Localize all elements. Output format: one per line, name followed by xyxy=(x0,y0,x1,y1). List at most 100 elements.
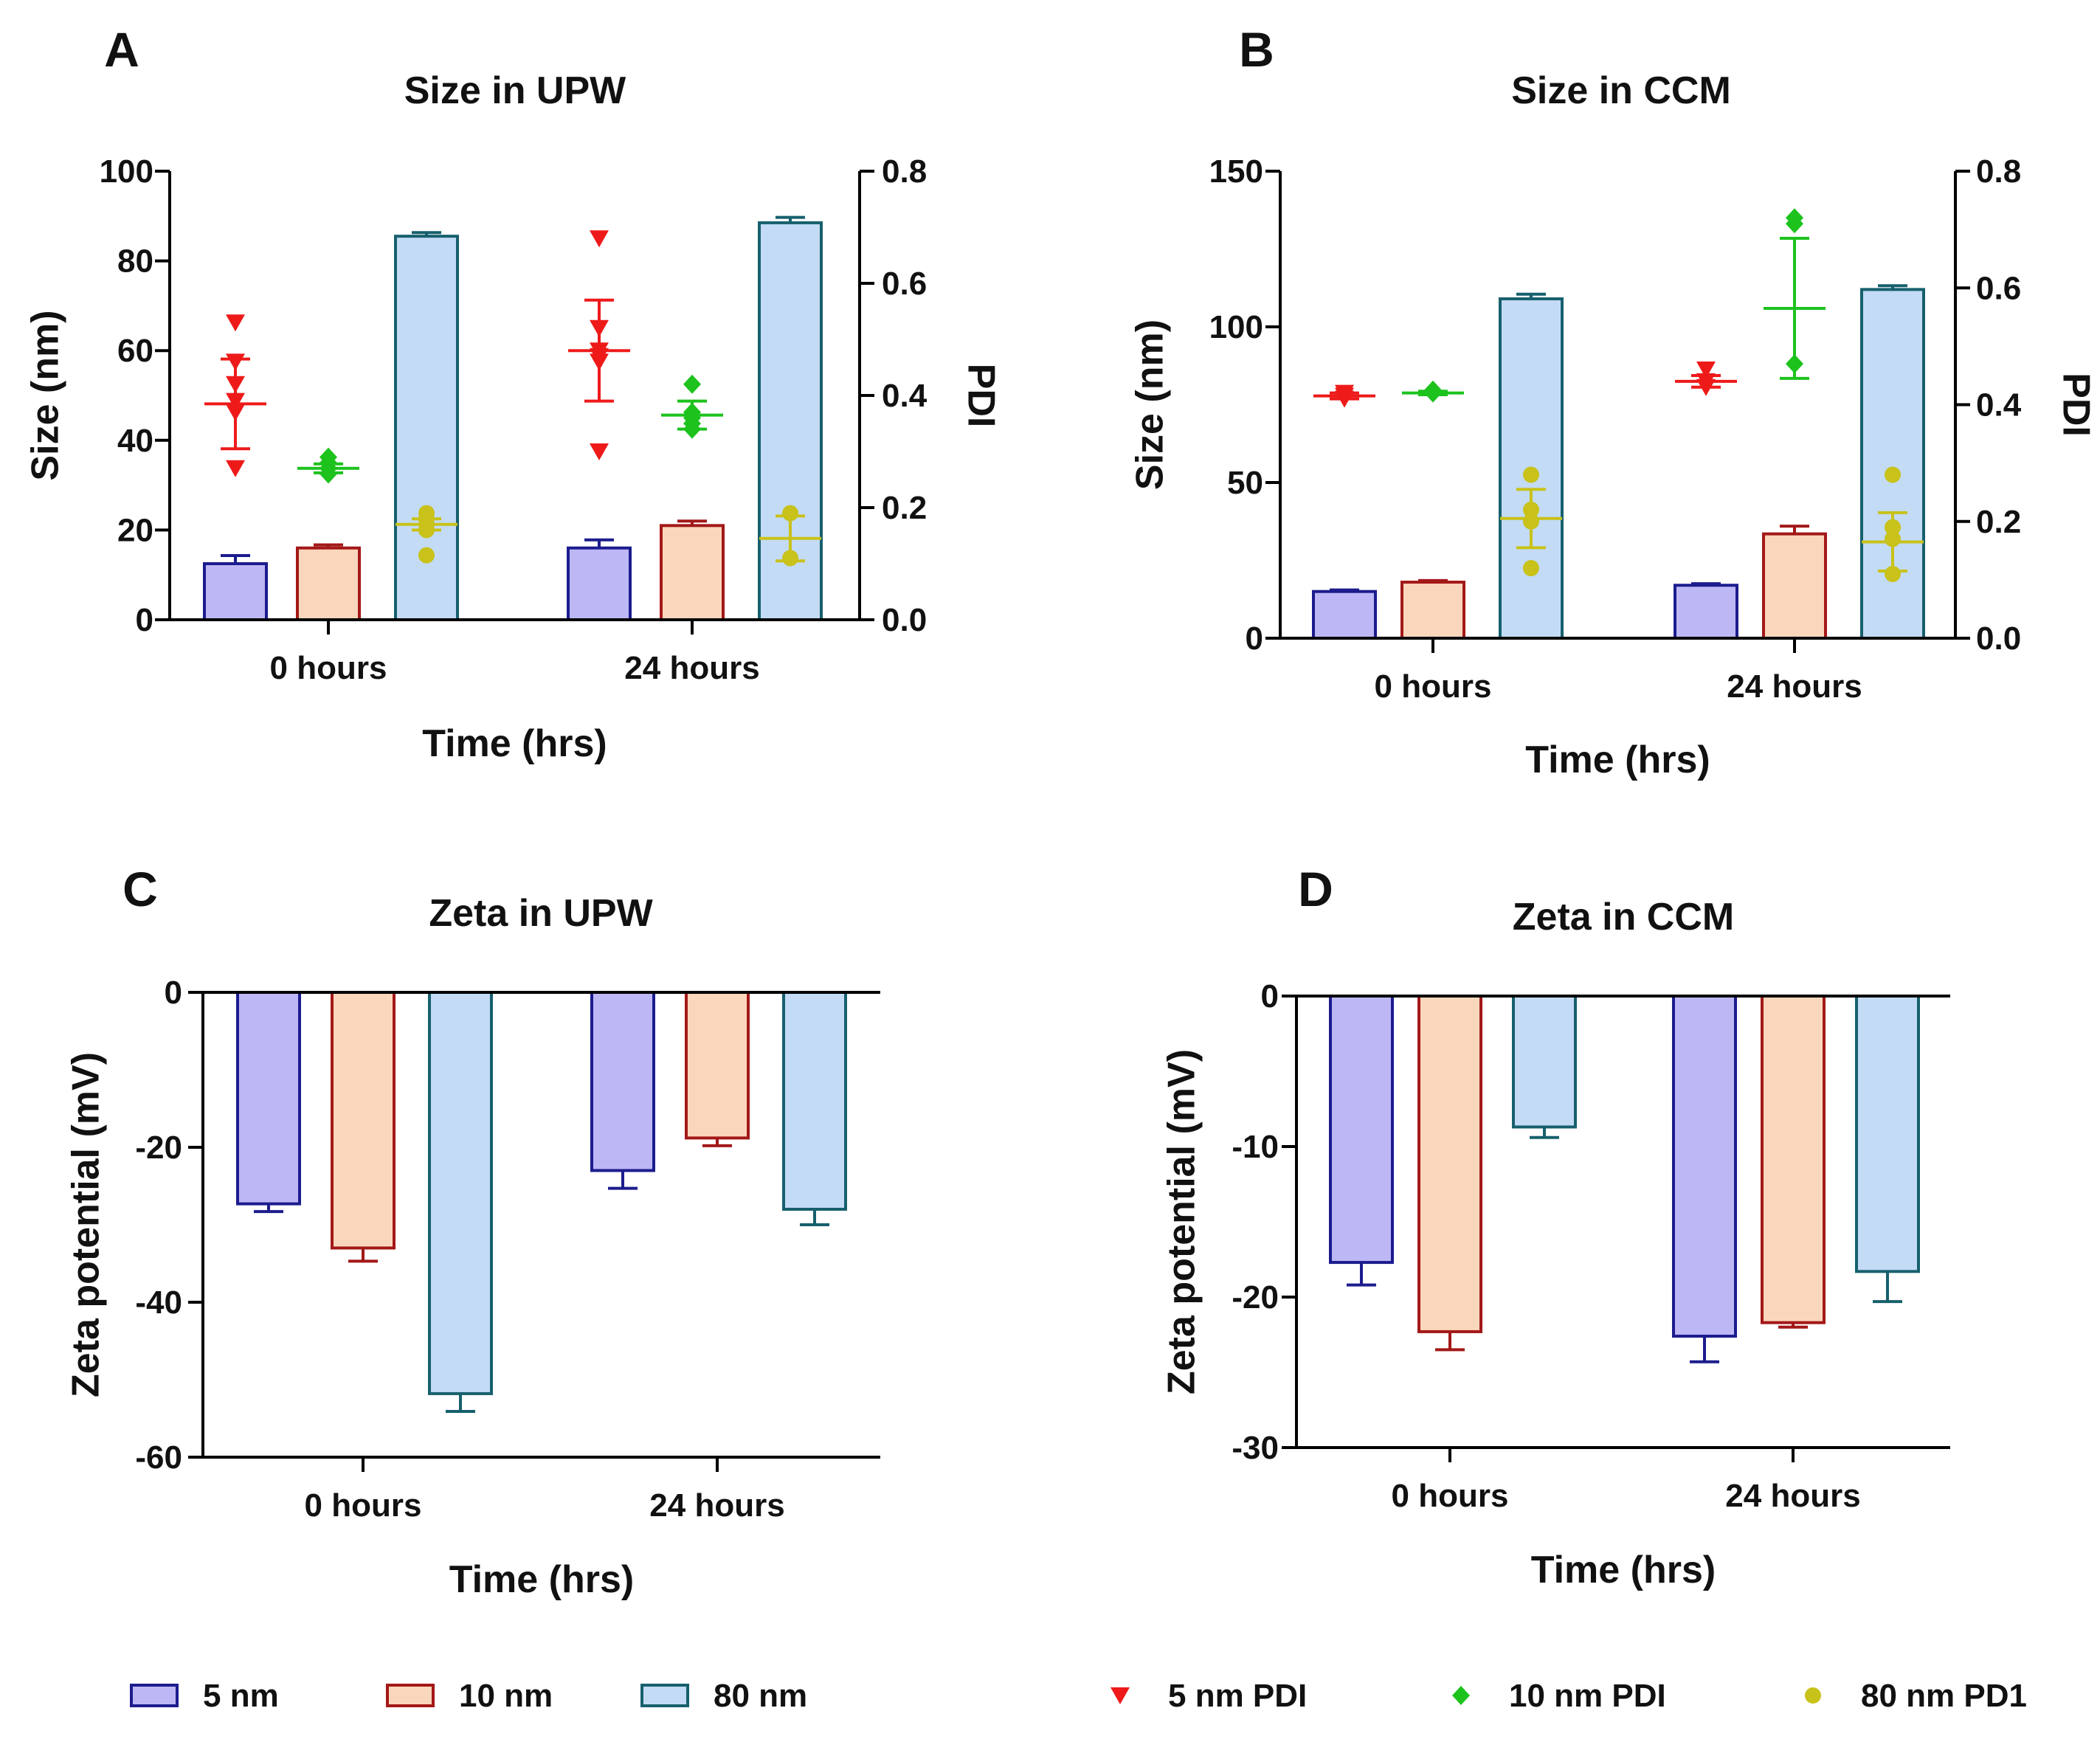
x-tick-label: 0 hours xyxy=(270,650,387,686)
x-tick-label: 0 hours xyxy=(305,1487,422,1524)
y2-tick-label: 0.6 xyxy=(1976,270,2021,306)
y-axis-title: Zeta potential (mV) xyxy=(1161,1049,1203,1394)
pdi-point xyxy=(320,458,337,478)
error-bar xyxy=(1690,1336,1719,1363)
pdi-point xyxy=(1523,560,1539,577)
x-tick-label: 0 hours xyxy=(1375,668,1492,705)
legend-label: 10 nm xyxy=(459,1678,553,1714)
legend-label: 5 nm PDI xyxy=(1168,1678,1307,1714)
bar xyxy=(1329,995,1394,1265)
error-bar xyxy=(800,1209,829,1226)
pdi-point xyxy=(1885,466,1901,483)
bar xyxy=(590,991,655,1172)
pdi-point xyxy=(1885,530,1901,547)
error-bar xyxy=(254,1203,283,1214)
error-bar xyxy=(1778,1322,1808,1329)
panel-D: D Zeta in CCM -30 -20 -10 0 0 hours 24 hoursTim… xyxy=(1161,862,1950,1591)
x-axis-title: Time (hrs) xyxy=(1525,739,1710,781)
axes xyxy=(201,991,880,1457)
pdi-point xyxy=(590,319,609,337)
x-tick-label: 24 hours xyxy=(1725,1478,1860,1514)
legend-label: 5 nm xyxy=(203,1678,279,1714)
axes xyxy=(168,171,861,621)
y2-tick-label: 0.2 xyxy=(1976,504,2021,540)
legend-marker xyxy=(1111,1687,1130,1704)
pdi-point xyxy=(683,419,701,439)
y-tick-label: 100 xyxy=(100,153,153,190)
bar xyxy=(1860,288,1925,640)
pdi-point xyxy=(418,547,435,564)
error-bar xyxy=(776,215,805,223)
error-bar xyxy=(1418,578,1448,583)
error-bar xyxy=(1347,1262,1376,1287)
bar xyxy=(1512,995,1577,1129)
y-tick-label: 0 xyxy=(136,602,153,638)
legend-swatch xyxy=(386,1684,435,1707)
legend-swatch xyxy=(640,1684,689,1707)
x-axis-title: Time (hrs) xyxy=(422,722,607,765)
pdi-point xyxy=(1523,501,1539,518)
legend-label: 80 nm xyxy=(714,1678,807,1714)
pdi-point xyxy=(590,353,609,371)
pdi-point xyxy=(590,443,609,460)
panel-B: B Size in CCM 0 50 100 150 0.0 0.2 0.4 0.6 0.8 PDI 0… xyxy=(1129,22,2098,781)
x-tick-label: 24 hours xyxy=(649,1487,784,1524)
y2-axis-title: PDI xyxy=(959,364,1002,428)
y-tick-label: -10 xyxy=(1232,1129,1279,1165)
legend-marker xyxy=(1452,1686,1470,1705)
bar xyxy=(428,991,493,1395)
y-tick-label: 0 xyxy=(1261,978,1279,1014)
bar xyxy=(685,991,750,1140)
pdi-point xyxy=(1523,513,1539,530)
y2-axis-title: PDI xyxy=(2054,373,2097,437)
chart-title: Size in CCM xyxy=(1511,69,1731,112)
pdi-point xyxy=(226,404,245,421)
x-tick-label: 24 hours xyxy=(624,650,759,686)
y-tick-label: 0 xyxy=(1246,620,1263,657)
legend-swatch xyxy=(130,1684,179,1707)
y2-tick-label: 0.4 xyxy=(882,378,928,414)
y-axis-title: Size (nm) xyxy=(24,310,67,480)
y-tick-label: 20 xyxy=(117,512,153,548)
chart-title: Size in UPW xyxy=(404,69,626,112)
y-axis-title: Size (nm) xyxy=(1129,319,1172,490)
y-tick-label: 50 xyxy=(1227,465,1263,501)
panel-letter: B xyxy=(1239,22,1274,77)
bar xyxy=(1762,532,1827,640)
bar xyxy=(296,546,361,621)
bar xyxy=(236,991,301,1206)
pdi-point xyxy=(1523,466,1539,483)
pdi-point xyxy=(1696,362,1716,379)
panel-letter: A xyxy=(104,22,139,77)
y2-tick-label: 0.6 xyxy=(882,266,927,302)
error-bar xyxy=(1780,525,1809,534)
pdi-point xyxy=(226,376,245,393)
bar xyxy=(1674,584,1738,640)
y-tick-label: 150 xyxy=(1209,153,1263,190)
x-axis-title: Time (hrs) xyxy=(1531,1549,1716,1591)
error-bar xyxy=(608,1170,638,1190)
bar xyxy=(1400,581,1465,640)
error-bar xyxy=(1878,284,1907,290)
y-axis-title: Zeta potential (mV) xyxy=(65,1052,108,1397)
y2-tick-label: 0.2 xyxy=(882,490,927,526)
error-bar xyxy=(1435,1331,1465,1352)
pdi-point xyxy=(1885,519,1901,536)
bar xyxy=(567,546,632,621)
y2-tick-label: 0.8 xyxy=(882,153,927,190)
chart-title: Zeta in UPW xyxy=(429,892,653,935)
bar xyxy=(1761,995,1826,1324)
legend-marker xyxy=(1805,1687,1821,1704)
panel-A: A Size in UPW 0 20 40 60 80 100 0.0 0.2 0.4 0.6 0.8 P… xyxy=(24,22,1003,765)
y-tick-label: -20 xyxy=(135,1130,182,1166)
y-tick-label: 0 xyxy=(165,975,182,1011)
pdi-point xyxy=(782,505,798,522)
error-bar xyxy=(677,519,707,526)
y-tick-label: -20 xyxy=(1232,1279,1279,1316)
legend: 5 nm 10 nm 80 nm 5 nm PDI 10 nm PDI 80 nm PD1 xyxy=(130,1678,2027,1714)
y2-tick-label: 0.4 xyxy=(1976,387,2022,423)
error-bar xyxy=(314,543,343,548)
chart-title: Zeta in CCM xyxy=(1513,896,1734,938)
pdi-point xyxy=(226,314,245,332)
